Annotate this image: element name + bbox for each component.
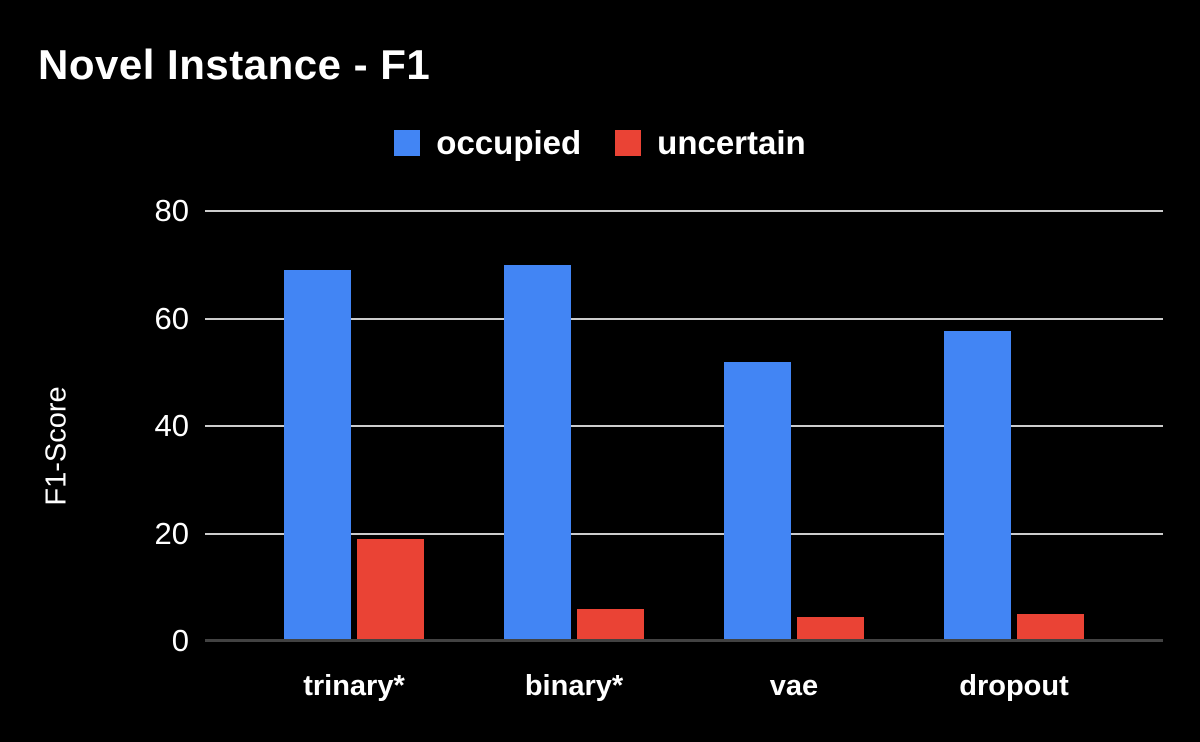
bar-vae-uncertain <box>797 616 864 641</box>
y-tick-40: 40 <box>154 408 189 443</box>
x-label-dropout: dropout <box>959 670 1069 702</box>
gridline-80 <box>205 210 1163 212</box>
x-axis-baseline <box>205 639 1163 642</box>
chart-title: Novel Instance - F1 <box>38 41 431 88</box>
x-label-vae: vae <box>769 670 819 702</box>
x-label-binary: binary* <box>524 670 624 702</box>
gridline-40 <box>205 425 1163 427</box>
legend: occupied uncertain <box>0 124 1200 161</box>
legend-label-uncertain: uncertain <box>657 124 806 161</box>
occupied-swatch-icon <box>394 130 421 156</box>
bar-dropout-occupied <box>944 330 1011 641</box>
bar-dropout-uncertain <box>1017 614 1084 641</box>
legend-label-occupied: occupied <box>436 124 582 161</box>
bar-trinary-uncertain <box>357 538 424 641</box>
x-label-trinary: trinary* <box>303 670 405 702</box>
legend-item-uncertain: uncertain <box>615 124 806 161</box>
bar-binary-uncertain <box>577 608 644 641</box>
gridline-60 <box>205 317 1163 320</box>
y-tick-60: 60 <box>154 300 189 336</box>
bar-vae-occupied <box>724 361 791 641</box>
y-tick-80: 80 <box>154 193 189 228</box>
y-axis-title: F1-Score <box>40 386 73 506</box>
bar-trinary-occupied <box>284 270 351 641</box>
plot-area <box>205 210 1163 642</box>
uncertain-swatch-icon <box>615 130 642 156</box>
gridline-20 <box>205 532 1163 535</box>
legend-item-occupied: occupied <box>394 124 582 161</box>
y-tick-20: 20 <box>154 515 189 551</box>
y-tick-0: 0 <box>171 623 189 658</box>
bar-binary-occupied <box>504 264 571 641</box>
